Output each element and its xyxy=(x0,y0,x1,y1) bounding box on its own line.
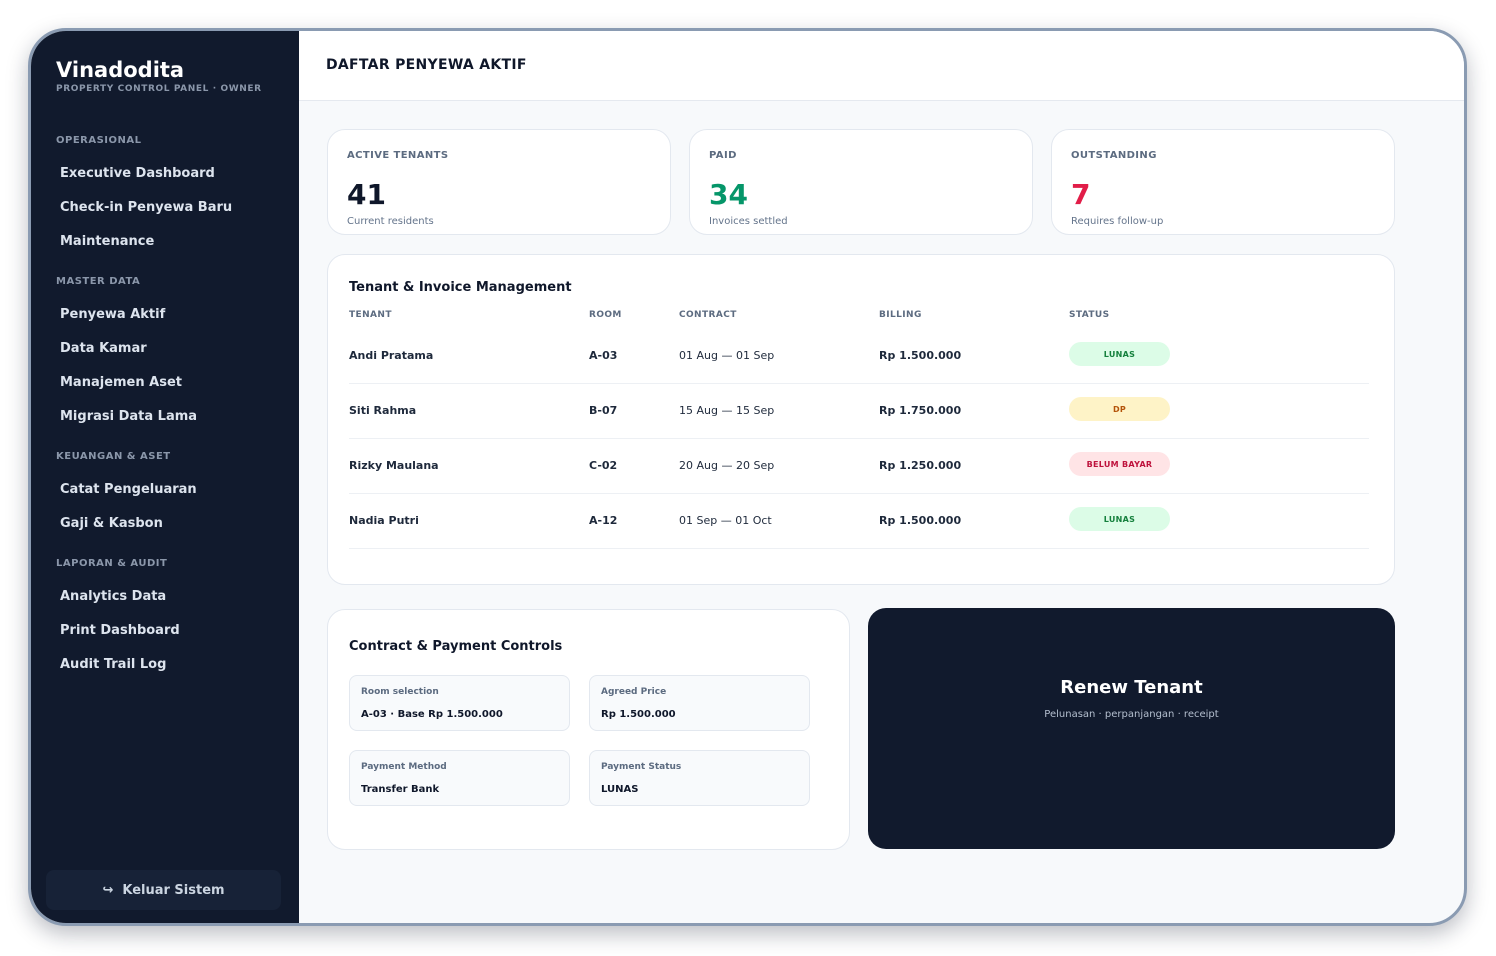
field-value: A-03 · Base Rp 1.500.000 xyxy=(361,709,503,720)
sidebar-item-analytics[interactable]: Analytics Data xyxy=(60,589,167,604)
column-header-status: STATUS xyxy=(1069,310,1110,320)
column-header-contract: CONTRACT xyxy=(679,310,737,320)
field-label: Agreed Price xyxy=(601,687,667,697)
panel-title: Tenant & Invoice Management xyxy=(349,280,572,295)
table-row[interactable]: Rizky Maulana C-02 20 Aug — 20 Sep Rp 1.… xyxy=(349,438,1369,494)
payment-status-field[interactable]: Payment Status LUNAS xyxy=(589,750,810,806)
cell-tenant: Siti Rahma xyxy=(349,404,417,417)
cell-billing: Rp 1.500.000 xyxy=(879,349,962,362)
stat-value: 41 xyxy=(347,178,386,211)
sidebar-item-print-dashboard[interactable]: Print Dashboard xyxy=(60,623,180,638)
agreed-price-field[interactable]: Agreed Price Rp 1.500.000 xyxy=(589,675,810,731)
logout-label: Keluar Sistem xyxy=(122,882,225,898)
stat-label: ACTIVE TENANTS xyxy=(347,150,449,161)
table-row[interactable]: Siti Rahma B-07 15 Aug — 15 Sep Rp 1.750… xyxy=(349,383,1369,439)
cell-contract: 01 Aug — 01 Sep xyxy=(679,349,775,362)
sidebar-item-manajemen-aset[interactable]: Manajemen Aset xyxy=(60,375,182,390)
sidebar-item-maintenance[interactable]: Maintenance xyxy=(60,234,155,249)
cell-room: C-02 xyxy=(589,459,618,472)
cell-contract: 01 Sep — 01 Oct xyxy=(679,514,772,527)
section-title-laporan: LAPORAN & AUDIT xyxy=(56,558,168,569)
cell-room: B-07 xyxy=(589,404,618,417)
stat-card-active-tenants: ACTIVE TENANTS 41 Current residents xyxy=(327,129,671,235)
status-badge: LUNAS xyxy=(1069,342,1170,366)
cell-room: A-12 xyxy=(589,514,618,527)
sidebar-item-executive-dashboard[interactable]: Executive Dashboard xyxy=(60,166,215,181)
field-value: LUNAS xyxy=(601,784,639,795)
cell-billing: Rp 1.500.000 xyxy=(879,514,962,527)
stat-subtext: Requires follow-up xyxy=(1071,216,1164,227)
logout-button[interactable]: ↪ Keluar Sistem xyxy=(46,870,281,910)
stat-value: 34 xyxy=(709,178,748,211)
cell-tenant: Andi Pratama xyxy=(349,349,434,362)
stat-value: 7 xyxy=(1071,178,1091,211)
cell-contract: 15 Aug — 15 Sep xyxy=(679,404,775,417)
section-title-operasional: OPERASIONAL xyxy=(56,135,142,146)
cell-contract: 20 Aug — 20 Sep xyxy=(679,459,775,472)
payment-method-field[interactable]: Payment Method Transfer Bank xyxy=(349,750,570,806)
field-value: Rp 1.500.000 xyxy=(601,709,676,720)
renew-subtitle: Pelunasan · perpanjangan · receipt xyxy=(1044,709,1219,720)
app-window: Vinadodita PROPERTY CONTROL PANEL · OWNE… xyxy=(28,28,1467,926)
column-header-billing: BILLING xyxy=(879,310,922,320)
section-title-master-data: MASTER DATA xyxy=(56,276,141,287)
table-row[interactable]: Andi Pratama A-03 01 Aug — 01 Sep Rp 1.5… xyxy=(349,328,1369,384)
cell-tenant: Rizky Maulana xyxy=(349,459,439,472)
table-row[interactable]: Nadia Putri A-12 01 Sep — 01 Oct Rp 1.50… xyxy=(349,493,1369,549)
sidebar-item-penyewa-aktif[interactable]: Penyewa Aktif xyxy=(60,307,166,322)
logout-icon: ↪ xyxy=(102,882,114,898)
renew-tenant-button[interactable]: Renew Tenant Pelunasan · perpanjangan · … xyxy=(868,608,1395,849)
sidebar-item-audit-trail[interactable]: Audit Trail Log xyxy=(60,657,167,672)
sidebar-item-data-kamar[interactable]: Data Kamar xyxy=(60,341,147,356)
stat-card-outstanding: OUTSTANDING 7 Requires follow-up xyxy=(1051,129,1395,235)
renew-title: Renew Tenant xyxy=(1060,677,1203,698)
contract-controls-panel: Contract & Payment Controls Room selecti… xyxy=(327,609,850,850)
brand-subtitle: PROPERTY CONTROL PANEL · OWNER xyxy=(56,84,262,94)
section-title-keuangan: KEUANGAN & ASET xyxy=(56,451,171,462)
field-value: Transfer Bank xyxy=(361,784,440,795)
sidebar: Vinadodita PROPERTY CONTROL PANEL · OWNE… xyxy=(31,31,299,923)
panel-title: Contract & Payment Controls xyxy=(349,639,563,654)
stat-card-paid: PAID 34 Invoices settled xyxy=(689,129,1033,235)
tenant-table-panel: Tenant & Invoice Management TENANT ROOM … xyxy=(327,254,1395,585)
sidebar-item-check-in[interactable]: Check-in Penyewa Baru xyxy=(60,200,233,215)
cell-room: A-03 xyxy=(589,349,618,362)
status-badge: BELUM BAYAR xyxy=(1069,452,1170,476)
status-badge: DP xyxy=(1069,397,1170,421)
column-header-room: ROOM xyxy=(589,310,622,320)
column-header-tenant: TENANT xyxy=(349,310,392,320)
field-label: Payment Status xyxy=(601,762,682,772)
brand-title: Vinadodita xyxy=(56,58,185,82)
field-label: Room selection xyxy=(361,687,439,697)
stat-subtext: Invoices settled xyxy=(709,216,788,227)
room-selection-field[interactable]: Room selection A-03 · Base Rp 1.500.000 xyxy=(349,675,570,731)
cell-tenant: Nadia Putri xyxy=(349,514,419,527)
stat-label: PAID xyxy=(709,150,737,161)
field-label: Payment Method xyxy=(361,762,447,772)
sidebar-item-gaji-kasbon[interactable]: Gaji & Kasbon xyxy=(60,516,163,531)
stat-subtext: Current residents xyxy=(347,216,434,227)
page-title: DAFTAR PENYEWA AKTIF xyxy=(326,57,527,73)
top-bar: DAFTAR PENYEWA AKTIF xyxy=(299,31,1464,101)
sidebar-item-catat-pengeluaran[interactable]: Catat Pengeluaran xyxy=(60,482,197,497)
status-badge: LUNAS xyxy=(1069,507,1170,531)
cell-billing: Rp 1.750.000 xyxy=(879,404,962,417)
cell-billing: Rp 1.250.000 xyxy=(879,459,962,472)
stat-label: OUTSTANDING xyxy=(1071,150,1157,161)
sidebar-item-migrasi-data[interactable]: Migrasi Data Lama xyxy=(60,409,198,424)
